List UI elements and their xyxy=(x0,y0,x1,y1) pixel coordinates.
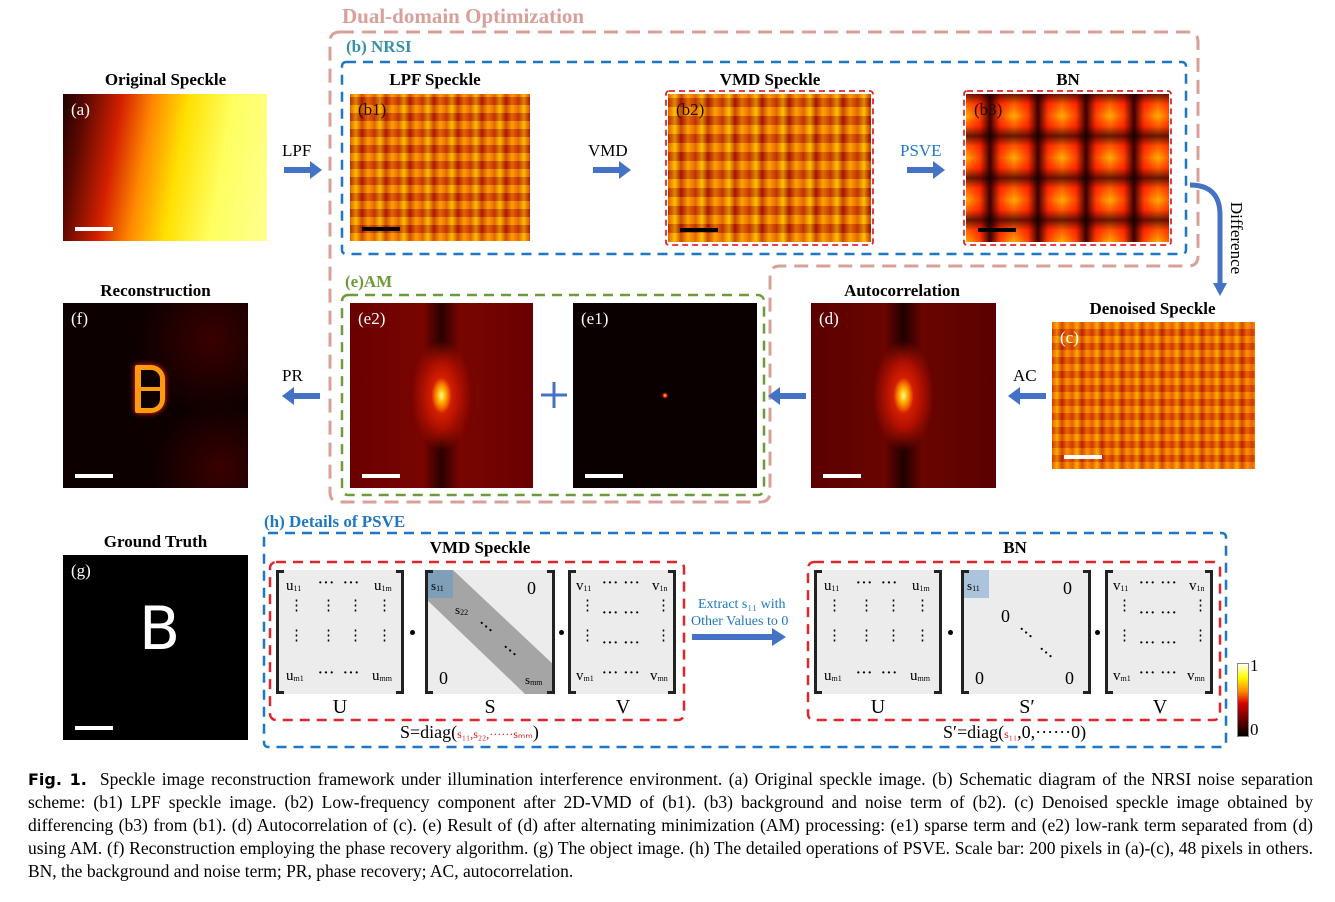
colorbar xyxy=(1237,663,1249,737)
formula-s: S=diag(s₁₁,s₂₂,······sₘₘ) xyxy=(400,722,539,742)
panel-bn: (b3) xyxy=(966,94,1169,242)
nrsi-label: (b) NRSI xyxy=(346,37,412,56)
scale-bar xyxy=(680,228,718,232)
panel-vmd-speckle: (b2) xyxy=(668,94,871,242)
scale-bar xyxy=(362,474,400,478)
ac-label: AC xyxy=(1013,366,1037,385)
matrix-u-right: u11 ··· ··· u1m ⋮ ⋮ ⋮ ⋮ ⋮ ⋮ ⋮ ⋮ um1 ··· ··· umm xyxy=(814,570,942,694)
scale-bar xyxy=(978,228,1016,232)
panel-reconstruction: (f) xyxy=(63,303,248,488)
panel-ground-truth: B (g) xyxy=(63,555,248,740)
panel-label: (b3) xyxy=(974,100,1003,119)
psve-details-label: (h) Details of PSVE xyxy=(264,512,406,531)
colorbar-max-label: 1 xyxy=(1250,656,1259,675)
ground-truth-letter-b: B xyxy=(139,594,181,664)
vmd-label: VMD xyxy=(588,141,628,160)
title-bn: BN xyxy=(1056,70,1080,89)
formula-s-prime: S′=diag(s₁₁,0,······0) xyxy=(943,722,1087,742)
caption-text: Speckle image reconstruction framework u… xyxy=(28,769,1314,881)
b2-red-outline xyxy=(665,90,874,246)
scale-bar xyxy=(1064,455,1102,459)
b3-red-outline xyxy=(963,90,1172,246)
matrix-s-left-name: S xyxy=(484,696,496,718)
matrix-s-left: s11 s22 ··· ··· smm 0 0 xyxy=(425,570,555,694)
vmd-arrow xyxy=(593,161,631,179)
dual-domain-label: Dual-domain Optimization xyxy=(342,4,585,28)
panel-label: (e1) xyxy=(581,309,609,328)
matrix-u-left: u11 ··· ··· u1m ⋮ ⋮ ⋮ ⋮ ⋮ ⋮ ⋮ ⋮ um1 ··· ··· umm xyxy=(276,570,404,694)
panel-label: (g) xyxy=(71,561,91,580)
dot-operator xyxy=(948,630,953,635)
to-am-arrow xyxy=(768,387,806,405)
matrix-s-prime: s11 0 0 ··· ··· 0 0 xyxy=(961,570,1091,694)
difference-arrow xyxy=(1189,182,1223,286)
panel-label: (f) xyxy=(71,309,88,328)
colorbar-min-label: 0 xyxy=(1250,720,1259,739)
title-lpf-speckle: LPF Speckle xyxy=(389,70,481,89)
extract-label-2: Other Values to 0 xyxy=(691,614,789,629)
psve-outline xyxy=(262,531,1228,749)
psve-right-title: BN xyxy=(1003,538,1027,557)
extract-arrow xyxy=(692,628,786,646)
scale-bar xyxy=(75,227,113,231)
difference-label: Difference xyxy=(1227,201,1246,275)
panel-label: (b1) xyxy=(358,100,387,119)
scale-bar xyxy=(823,474,861,478)
scale-bar xyxy=(362,227,400,231)
matrix-u-left-name: U xyxy=(332,696,348,718)
dot-operator xyxy=(410,630,415,635)
title-autocorrelation: Autocorrelation xyxy=(844,281,960,300)
am-outline xyxy=(340,293,766,497)
caption-label: Fig. 1. xyxy=(28,770,87,789)
dot-operator xyxy=(1095,630,1100,635)
ac-arrow xyxy=(1008,387,1046,405)
psve-label: PSVE xyxy=(900,141,942,160)
panel-label: (d) xyxy=(819,309,839,328)
psve-left-title: VMD Speckle xyxy=(429,538,531,557)
panel-label: (b2) xyxy=(676,100,705,119)
panel-e1-sparse: (e1) xyxy=(573,303,757,488)
pr-arrow xyxy=(282,387,320,405)
panel-denoised-speckle: (c) xyxy=(1052,322,1255,469)
title-original-speckle: Original Speckle xyxy=(104,70,227,89)
psve-right-red-outline xyxy=(806,560,1222,722)
figure-caption: Fig. 1. Speckle image reconstruction fra… xyxy=(28,768,1313,883)
nrsi-outline xyxy=(340,60,1188,256)
dot-operator xyxy=(559,630,564,635)
lpf-label: LPF xyxy=(282,141,312,160)
am-label: (e)AM xyxy=(345,272,393,291)
panel-autocorrelation: (d) xyxy=(811,303,996,488)
matrix-s-prime-name: S′ xyxy=(1019,696,1035,718)
title-denoised-speckle: Denoised Speckle xyxy=(1089,299,1216,318)
title-ground-truth: Ground Truth xyxy=(103,532,208,551)
dual-domain-outline xyxy=(328,30,1200,504)
matrix-v-right: v11 ··· ··· v1n ⋮ ··· ··· ⋮ ⋮ ··· ··· ⋮ vm1 … xyxy=(1105,570,1213,694)
panel-original-speckle: (a) xyxy=(63,94,267,241)
matrix-v-left: v11 ··· ··· v1n ⋮ ··· ··· ⋮ ⋮ ··· ··· ⋮ vm1 … xyxy=(568,570,676,694)
extract-label-1: Extract s₁₁ with xyxy=(698,597,786,612)
panel-label: (a) xyxy=(71,100,90,119)
panel-label: (c) xyxy=(1060,328,1079,347)
psve-left-red-outline xyxy=(268,560,686,722)
panel-lpf-speckle: (b1) xyxy=(350,94,530,241)
plus-icon xyxy=(541,382,567,408)
matrix-v-left-name: V xyxy=(615,696,631,718)
lpf-arrow xyxy=(284,161,322,179)
psve-arrow xyxy=(907,161,945,179)
scale-bar xyxy=(585,474,623,478)
title-vmd-speckle: VMD Speckle xyxy=(719,70,821,89)
panel-e2-low-rank: (e2) xyxy=(350,303,533,488)
panel-label: (e2) xyxy=(358,309,386,328)
scale-bar xyxy=(75,474,113,478)
scale-bar xyxy=(75,726,113,730)
matrix-v-right-name: V xyxy=(1152,696,1168,718)
pr-label: PR xyxy=(282,366,303,385)
group-outlines xyxy=(262,30,1228,749)
title-reconstruction: Reconstruction xyxy=(100,281,211,300)
matrix-u-right-name: U xyxy=(870,696,886,718)
